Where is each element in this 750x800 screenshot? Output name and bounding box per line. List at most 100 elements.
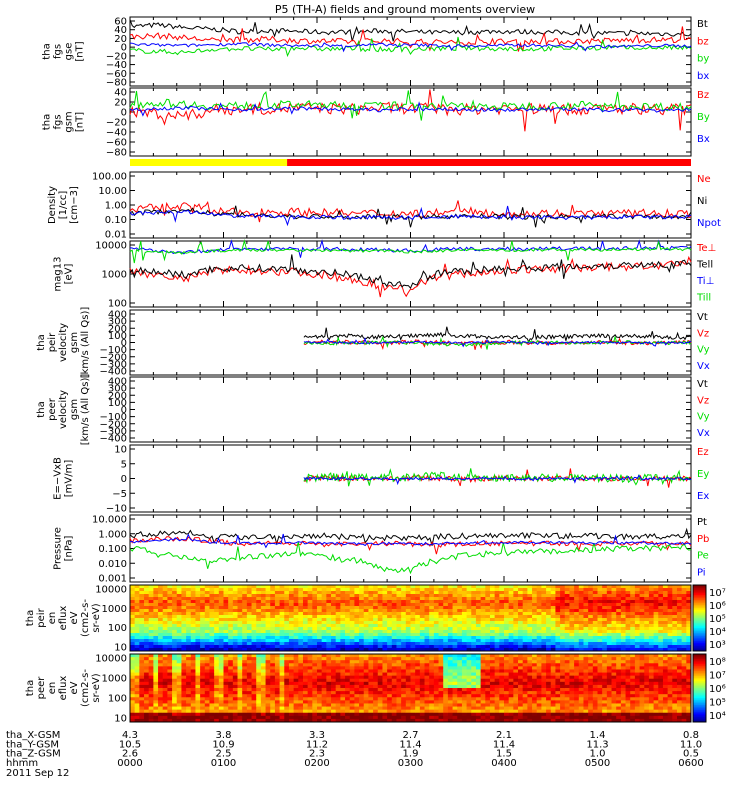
spectrogram-cell [592,603,598,607]
spectrogram-cell [518,630,524,634]
spectrogram-cell [391,660,397,664]
spectrogram-cell [396,660,402,664]
spectrogram-cell [190,588,196,592]
spectrogram-cell [676,588,683,592]
spectrogram-cell [237,703,243,707]
spectrogram-cell [667,585,673,589]
legend-entry: by [697,54,709,65]
spectrogram-cell [317,681,323,686]
spectrogram-cell [429,678,435,683]
spectrogram-cell [331,706,337,711]
y-tick-label: 0 [121,405,127,416]
spectrogram-cell [522,591,528,595]
spectrogram-cell [260,681,266,686]
spectrogram-cell [256,715,262,720]
spectrogram-cell [242,660,248,664]
spectrogram-cell [354,600,360,604]
spectrogram-cell [302,709,309,714]
spectrogram-cell [274,709,280,714]
spectrogram-cell [363,603,369,607]
spectrogram-cell [130,627,136,631]
spectrogram-cell [662,615,669,619]
spectrogram-cell [293,669,299,673]
spectrogram-cell [195,669,201,673]
spectrogram-cell [134,681,140,686]
spectrogram-cell [359,621,365,625]
spectrogram-cell [527,630,533,634]
spectrogram-cell [214,654,220,658]
spectrogram-cell [424,591,430,595]
spectrogram-cell [354,627,360,631]
spectrogram-cell [162,591,168,595]
spectrogram-cell [564,624,570,628]
spectrogram-cell [321,588,327,592]
spectrogram-cell [228,612,234,616]
spectrogram-cell [672,615,678,619]
spectrogram-cell [162,712,168,717]
spectrogram-cell [471,648,477,652]
spectrogram-cell [274,706,280,711]
spectrogram-cell [419,703,425,707]
spectrogram-cell [251,706,257,711]
spectrogram-cell [532,630,538,634]
spectrogram-cell [190,697,196,701]
spectrogram-cell [162,691,168,695]
spectrogram-cell [270,697,276,701]
spectrogram-cell [667,627,673,631]
spectrogram-cell [288,636,295,640]
y-tick-label: 100 [108,623,127,634]
spectrogram-cell [279,712,285,717]
spectrogram-cell [606,597,612,601]
spectrogram-cell [284,648,290,652]
spectrogram-cell [256,697,262,701]
spectrogram-cell [293,666,299,670]
spectrogram-cell [541,642,547,646]
spectrogram-cell [340,700,346,704]
spectrogram-cell [373,615,379,619]
spectrogram-cell [377,657,383,661]
spectrogram-cell [588,588,594,592]
spectrogram-cell [270,609,276,613]
spectrogram-cell [260,691,266,695]
spectrogram-cell [195,618,201,622]
spectrogram-cell [321,600,327,604]
spectrogram-cell [513,627,519,631]
spectrogram-cell [293,621,299,625]
spectrogram-cell [246,612,252,616]
spectrogram-cell [396,681,402,686]
spectrogram-cell [480,645,486,649]
spectrogram-cell [172,688,178,692]
spectrogram-cell [578,633,584,637]
spectrogram-cell [410,688,416,692]
spectrogram-cell [284,691,290,695]
spectrogram-cell [176,718,182,723]
mode-segment [130,159,288,166]
y-tick-label: 0.100 [98,544,127,555]
spectrogram-cell [242,669,248,673]
spectrogram-cell [653,636,659,640]
spectrogram-cell [190,630,196,634]
spectrogram-cell [639,642,645,646]
spectrogram-cell [209,660,215,664]
spectrogram-cell [349,712,355,717]
spectrogram-cell [209,594,215,598]
spectrogram-cell [480,600,486,604]
spectrogram-cell [162,636,168,640]
spectrogram-cell [457,639,463,643]
spectrogram-cell [307,684,313,689]
spectrogram-cell [644,600,650,604]
spectrogram-cell [639,594,645,598]
spectrogram-cell [564,588,570,592]
spectrogram-cell [148,621,154,625]
spectrogram-cell [218,627,224,631]
spectrogram-cell [218,666,224,670]
spectrogram-cell [232,597,238,601]
spectrogram-cell [508,639,514,643]
spectrogram-cell [158,669,164,673]
spectrogram-cell [298,612,304,616]
spectrogram-cell [284,681,290,686]
spectrogram-cell [368,688,374,692]
spectrogram-cell [424,697,430,701]
spectrogram-cell [634,606,640,610]
spectrogram-cell [419,603,425,607]
